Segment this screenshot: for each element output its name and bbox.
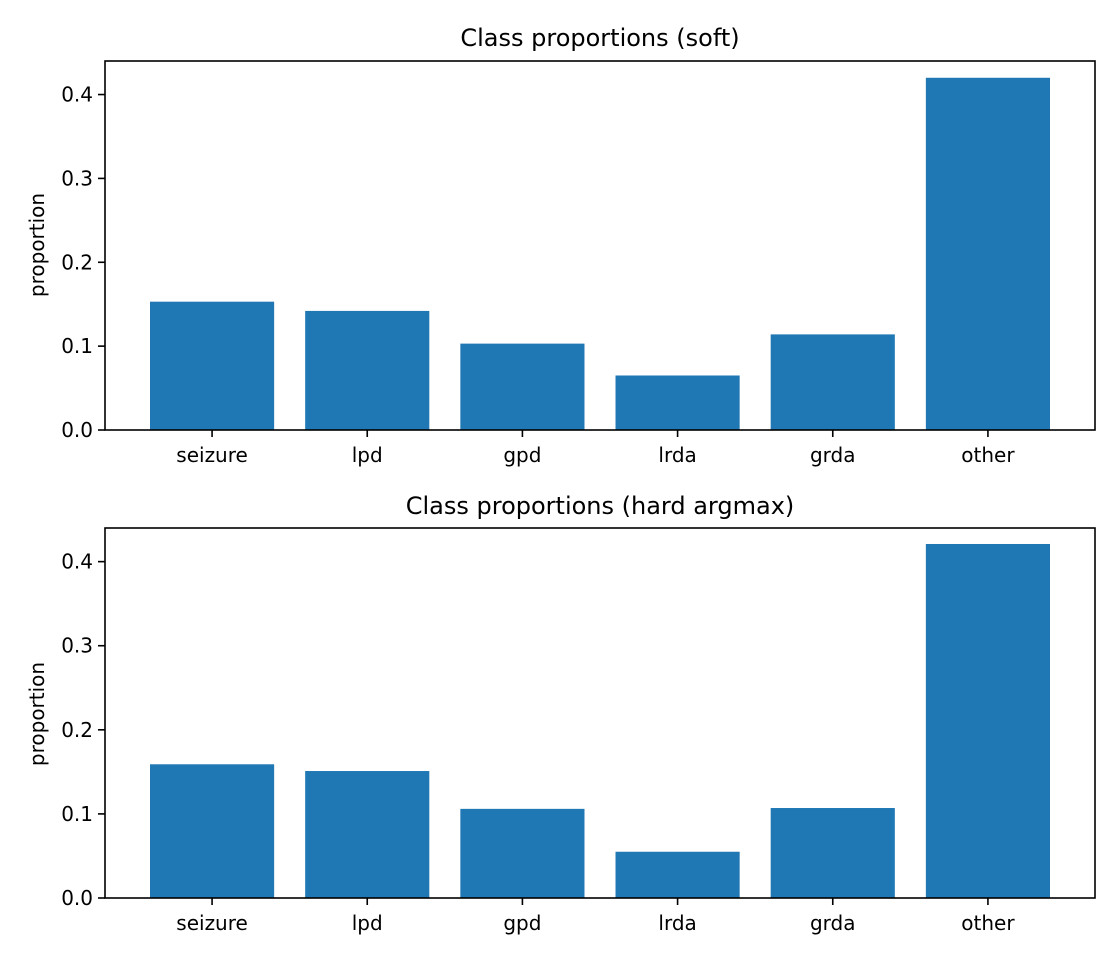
bar-lpd <box>305 310 430 430</box>
bars-group <box>150 543 1050 898</box>
chart-title: Class proportions (soft) <box>460 24 739 52</box>
x-tick-label: grda <box>810 443 856 467</box>
bar-seizure <box>150 764 275 898</box>
x-ticks-group: seizure lpd gpd lrda grda other <box>176 898 1015 935</box>
y-axis-label: proportion <box>25 662 49 766</box>
x-tick-label: lrda <box>658 911 696 935</box>
y-tick-label: 0.0 <box>61 418 93 442</box>
bar-lrda <box>615 375 740 430</box>
y-axis-label: proportion <box>25 193 49 297</box>
x-tick-label: lrda <box>658 443 696 467</box>
bar-seizure <box>150 301 275 430</box>
y-tick-label: 0.4 <box>61 550 93 574</box>
bar-gpd <box>460 343 585 430</box>
x-tick-label: seizure <box>176 443 248 467</box>
bar-lpd <box>305 771 430 898</box>
bar-other <box>925 77 1050 430</box>
axes-frame <box>104 527 1096 899</box>
y-tick-label: 0.3 <box>61 634 93 658</box>
y-tick-label: 0.3 <box>61 166 93 190</box>
x-tick-label: seizure <box>176 911 248 935</box>
y-tick-label: 0.4 <box>61 83 93 107</box>
bar-grda <box>770 808 895 898</box>
bar-lrda <box>615 851 740 898</box>
y-ticks-group: 0.0 0.1 0.2 0.3 0.4 <box>61 550 105 910</box>
y-tick-label: 0.1 <box>61 334 93 358</box>
y-tick-label: 0.2 <box>61 718 93 742</box>
y-ticks-group: 0.0 0.1 0.2 0.3 0.4 <box>61 83 105 442</box>
y-tick-label: 0.2 <box>61 250 93 274</box>
y-tick-label: 0.0 <box>61 886 93 910</box>
x-tick-label: lpd <box>352 443 383 467</box>
x-tick-label: grda <box>810 911 856 935</box>
x-tick-label: other <box>961 443 1015 467</box>
x-tick-label: gpd <box>503 911 541 935</box>
bars-group <box>150 77 1050 430</box>
x-tick-label: other <box>961 911 1015 935</box>
y-tick-label: 0.1 <box>61 802 93 826</box>
bar-other <box>925 543 1050 898</box>
x-tick-label: lpd <box>352 911 383 935</box>
bar-gpd <box>460 808 585 898</box>
x-tick-label: gpd <box>503 443 541 467</box>
chart-hard-argmax: Class proportions (hard argmax) proporti… <box>25 492 1096 935</box>
chart-soft: Class proportions (soft) proportion 0.00… <box>25 24 1096 467</box>
bar-grda <box>770 334 895 430</box>
x-ticks-group: seizure lpd gpd lrda grda other <box>176 430 1015 467</box>
axes-frame <box>104 60 1096 431</box>
chart-title: Class proportions (hard argmax) <box>406 492 795 520</box>
